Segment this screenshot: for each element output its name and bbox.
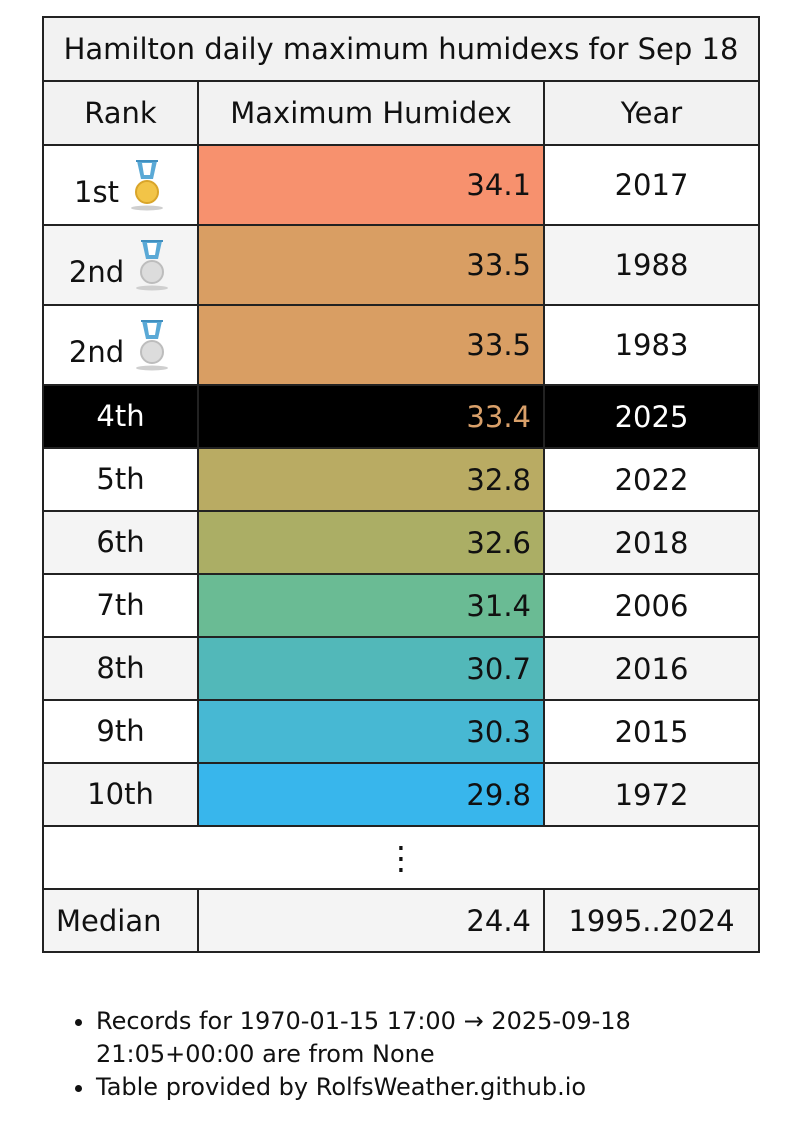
table-row: 8th 30.7 2016 — [42, 636, 761, 701]
rank-label: 4th — [96, 398, 145, 433]
year-value: 2017 — [542, 144, 761, 226]
year-value: 2018 — [542, 510, 761, 575]
median-years: 1995..2024 — [542, 888, 761, 953]
header-year: Year — [542, 80, 761, 146]
table-row: 6th 32.6 2018 — [42, 510, 761, 575]
header-rank: Rank — [42, 80, 199, 146]
rank-label: 2nd — [68, 335, 125, 369]
rank-cell: 9th — [42, 699, 199, 764]
median-label: Median — [42, 888, 199, 953]
humidex-value: 30.3 — [197, 699, 545, 764]
table-row: 5th 32.8 2022 — [42, 447, 761, 512]
footnotes-list: Records for 1970-01-15 17:00 → 2025-09-1… — [58, 1005, 736, 1104]
year-value: 2015 — [542, 699, 761, 764]
humidex-value: 33.5 — [197, 304, 545, 386]
footnote-records-range: Records for 1970-01-15 17:00 → 2025-09-1… — [96, 1005, 736, 1071]
humidex-records-table: Hamilton daily maximum humidexs for Sep … — [41, 16, 761, 953]
year-value: 2025 — [542, 384, 761, 449]
rank-label: 2nd — [68, 255, 125, 289]
rank-label: 1st — [74, 175, 119, 209]
table-row-current: 4th 33.4 2025 — [42, 384, 761, 449]
rank-label: 6th — [96, 524, 145, 559]
rank-cell: 6th — [42, 510, 199, 575]
rank-label: 5th — [96, 461, 145, 496]
humidex-value: 32.6 — [197, 510, 545, 575]
table-row: 10th 29.8 1972 — [42, 762, 761, 827]
year-value: 1983 — [542, 304, 761, 386]
rank-cell: 1st — [42, 144, 199, 226]
rank-cell: 2nd — [42, 224, 199, 306]
rank-cell: 8th — [42, 636, 199, 701]
table-title: Hamilton daily maximum humidexs for Sep … — [41, 16, 761, 82]
year-value: 2006 — [542, 573, 761, 638]
year-value: 1988 — [542, 224, 761, 306]
table-row: 9th 30.3 2015 — [42, 699, 761, 764]
header-maximum-humidex: Maximum Humidex — [197, 80, 545, 146]
table-row: 2nd 33.5 1988 — [42, 224, 761, 306]
humidex-value: 33.5 — [197, 224, 545, 306]
year-value: 2016 — [542, 636, 761, 701]
gold-medal-icon — [127, 159, 167, 211]
rank-label: 10th — [87, 776, 154, 811]
humidex-value: 29.8 — [197, 762, 545, 827]
rank-cell: 2nd — [42, 304, 199, 386]
humidex-value: 34.1 — [197, 144, 545, 226]
table-row: 2nd 33.5 1983 — [42, 304, 761, 386]
table-row: 7th 31.4 2006 — [42, 573, 761, 638]
rank-cell: 4th — [42, 384, 199, 449]
rank-label: 9th — [96, 713, 145, 748]
rank-cell: 7th — [42, 573, 199, 638]
rank-cell: 10th — [42, 762, 199, 827]
humidex-value: 33.4 — [197, 384, 545, 449]
humidex-value: 30.7 — [197, 636, 545, 701]
rank-cell: 5th — [42, 447, 199, 512]
median-value: 24.4 — [197, 888, 545, 953]
table-ellipsis: ⋮ — [41, 825, 761, 890]
rank-label: 8th — [96, 650, 145, 685]
table-body: 1st 34.1 2017 2nd 33.5 1988 2nd 33.5 1983 4th 33.4… — [42, 144, 761, 827]
humidex-value: 32.8 — [197, 447, 545, 512]
rank-label: 7th — [96, 587, 145, 622]
silver-medal-icon — [132, 239, 172, 291]
silver-medal-icon — [132, 319, 172, 371]
year-value: 2022 — [542, 447, 761, 512]
year-value: 1972 — [542, 762, 761, 827]
footnote-provider: Table provided by RolfsWeather.github.io — [96, 1071, 736, 1104]
humidex-value: 31.4 — [197, 573, 545, 638]
table-row: 1st 34.1 2017 — [42, 144, 761, 226]
